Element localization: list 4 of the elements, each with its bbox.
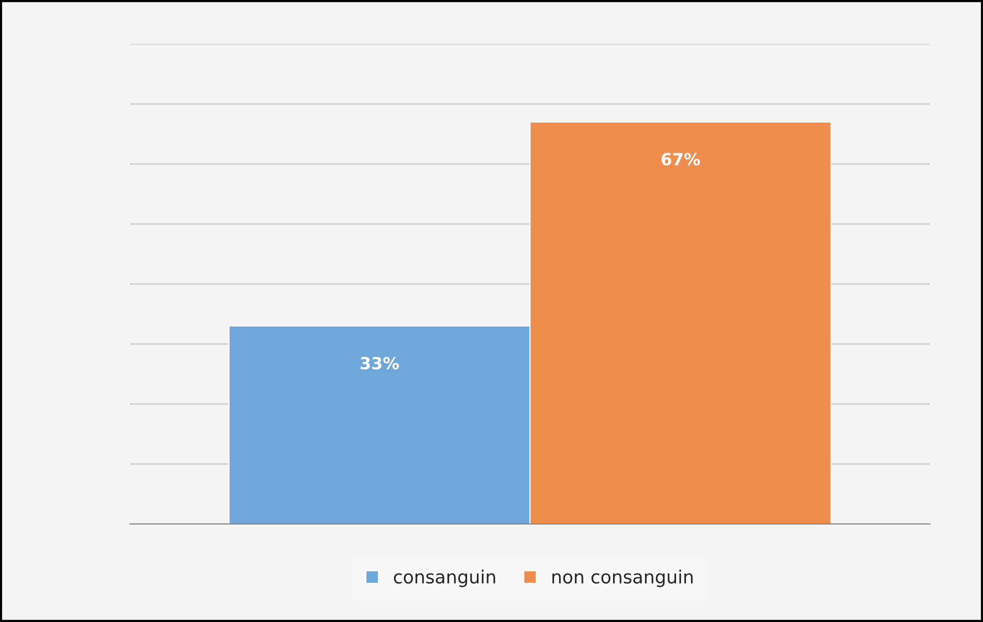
- data-label: 33%: [360, 356, 399, 370]
- data-label: 67%: [662, 152, 700, 166]
- legend-label: consanguin: [394, 570, 496, 588]
- legend-label: non consanguin: [552, 570, 693, 588]
